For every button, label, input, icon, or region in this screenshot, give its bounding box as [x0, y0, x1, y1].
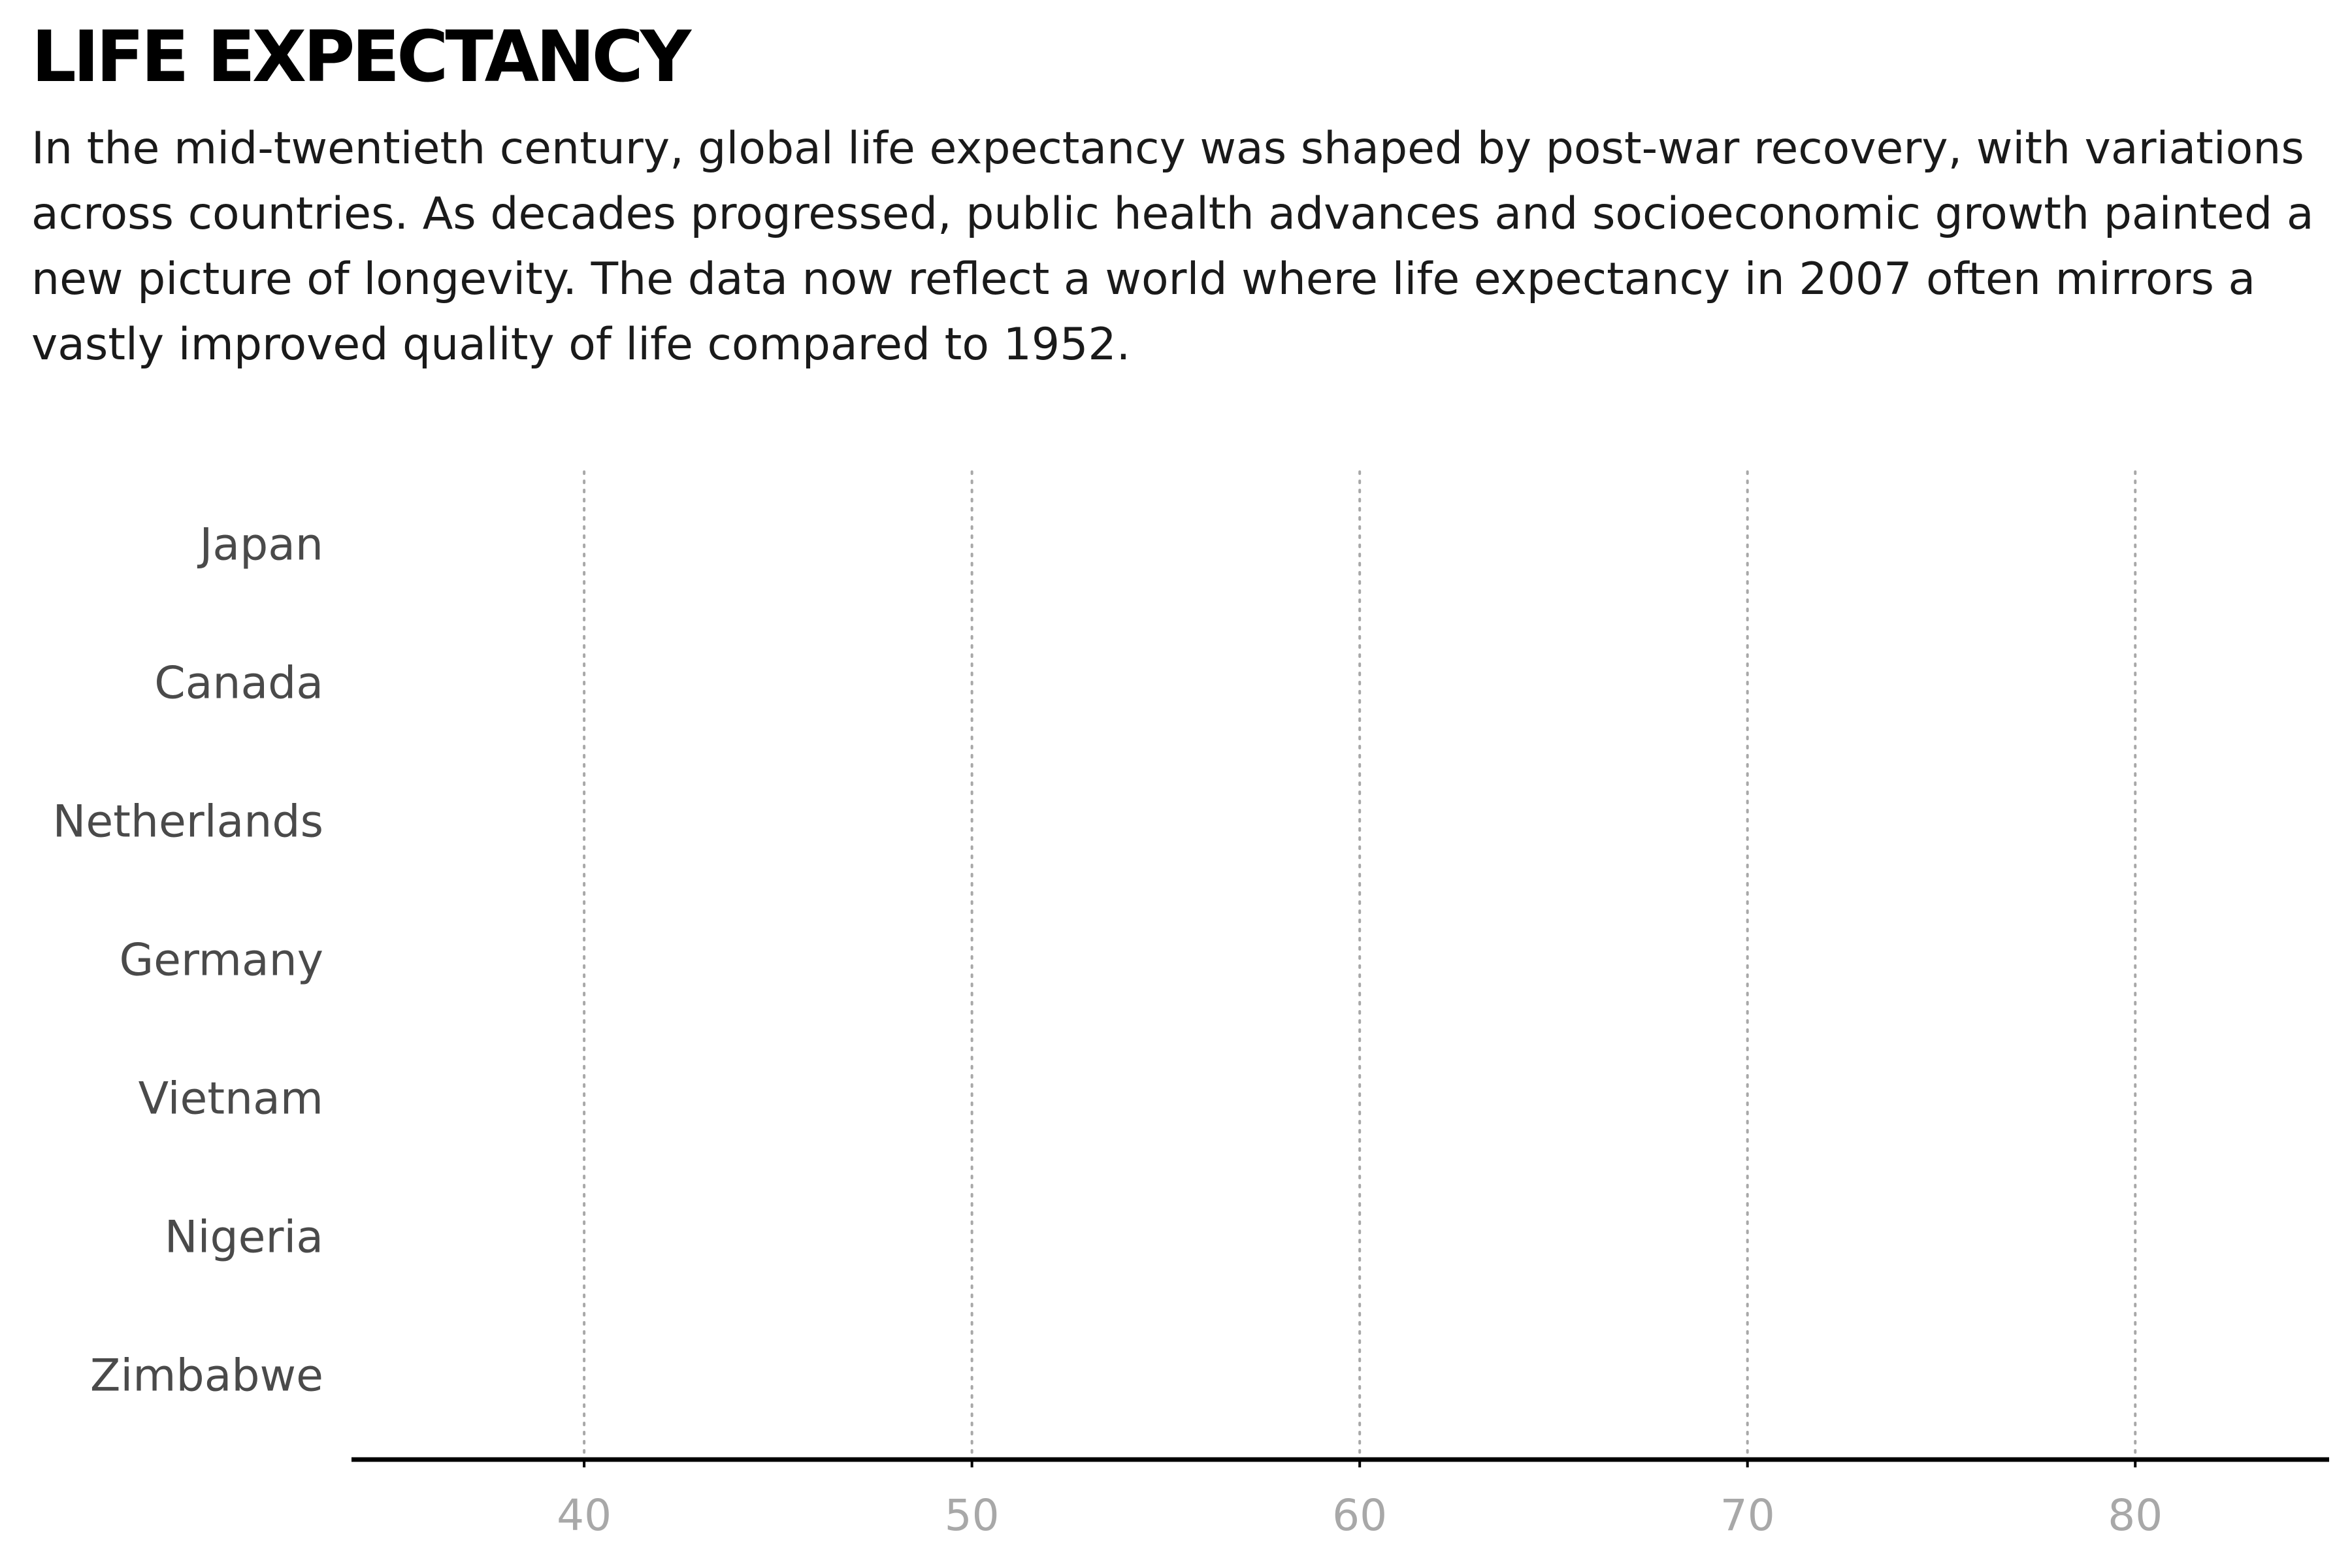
x-tick-label: 50 [945, 1490, 1000, 1541]
x-tick-label: 80 [2108, 1490, 2163, 1541]
chart-subtitle: In the mid-twentieth century, global lif… [31, 123, 2314, 370]
country-label: Zimbabwe [90, 1350, 323, 1402]
country-label: Nigeria [165, 1212, 323, 1264]
gridlines [583, 470, 2137, 1461]
country-label: Canada [154, 658, 323, 710]
chart-title: LIFE EXPECTANCY [31, 16, 691, 98]
country-label: Netherlands [52, 796, 323, 848]
x-tick-label: 70 [1720, 1490, 1775, 1541]
x-axis: 40 50 60 70 80 [351, 1457, 2329, 1541]
country-label: Vietnam [139, 1073, 323, 1125]
country-label: Japan [197, 519, 323, 571]
country-label: Germany [119, 935, 323, 987]
x-tick-label: 40 [557, 1490, 612, 1541]
x-tick-label: 60 [1332, 1490, 1387, 1541]
country-labels: Japan Canada Netherlands Germany Vietnam Nige… [52, 519, 323, 1402]
